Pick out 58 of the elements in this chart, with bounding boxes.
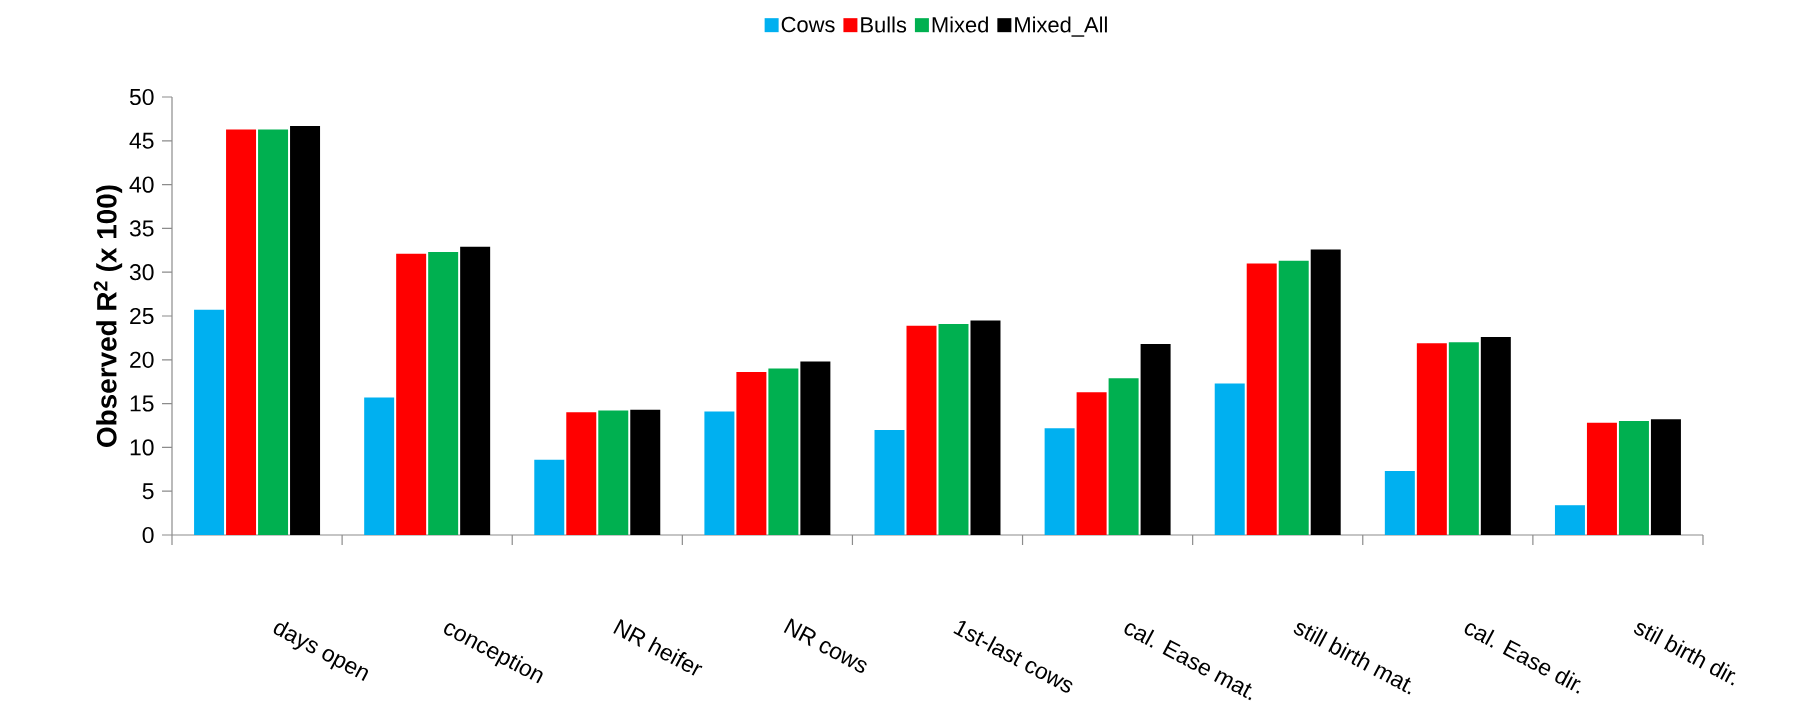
bar — [566, 412, 597, 535]
bar — [1480, 337, 1511, 535]
bar — [258, 129, 289, 535]
bar — [938, 323, 969, 535]
bar — [1554, 505, 1585, 535]
y-tick-label: 5 — [142, 483, 154, 500]
y-tick-label: 20 — [130, 351, 154, 368]
y-tick-label: 25 — [130, 307, 154, 325]
bar — [290, 125, 321, 535]
x-tick-label: stil birth dir. — [1634, 623, 1736, 686]
y-tick-label: 35 — [129, 220, 154, 237]
bar — [534, 459, 565, 535]
x-tick-label: cal. Ease dir. — [1464, 623, 1581, 694]
y-tick-label: 45 — [129, 132, 154, 149]
bar — [428, 252, 459, 535]
y-tick-label: 0 — [142, 526, 154, 544]
bar — [1214, 383, 1245, 535]
bar — [1140, 344, 1171, 535]
y-tick-label: 10 — [130, 439, 154, 456]
bar — [1384, 471, 1415, 535]
bar — [194, 309, 225, 535]
bar — [736, 372, 767, 535]
bar — [800, 361, 831, 535]
bar — [704, 411, 735, 535]
bar — [460, 246, 491, 535]
bar — [1448, 342, 1479, 535]
bar — [364, 397, 395, 535]
bar — [1416, 343, 1447, 535]
bar — [396, 253, 427, 535]
bar — [1108, 378, 1139, 535]
bar — [1310, 249, 1341, 535]
x-tick-label: days open — [273, 621, 369, 681]
y-tick-label: 30 — [129, 264, 154, 281]
bar — [1246, 263, 1277, 535]
y-tick-label: 40 — [129, 176, 154, 193]
x-tick-label: NR cows — [783, 618, 867, 673]
bar — [1618, 421, 1649, 535]
bar — [906, 325, 937, 535]
bar — [1586, 422, 1617, 535]
y-axis-title: Observed R$^{2}$ (x 100) — [93, 185, 123, 447]
bar — [970, 320, 1001, 535]
x-tick-label: cal. Ease mat. — [1124, 623, 1252, 701]
x-tick-label: still birth mat. — [1293, 623, 1411, 695]
bar — [1044, 428, 1075, 535]
bar — [226, 129, 257, 535]
bar — [598, 410, 629, 535]
legend-label: Mixed_All — [1015, 16, 1107, 37]
legend-label: Bulls — [861, 16, 907, 33]
bar — [1650, 419, 1681, 535]
bar — [768, 368, 799, 535]
legend-label: Cows — [781, 16, 835, 33]
bar — [1076, 392, 1107, 535]
bar — [1278, 260, 1309, 535]
bar — [874, 429, 905, 535]
legend-label: Mixed — [932, 16, 988, 33]
bar — [630, 409, 661, 535]
y-tick-label: 50 — [129, 88, 154, 106]
y-tick-label: 15 — [130, 395, 154, 412]
